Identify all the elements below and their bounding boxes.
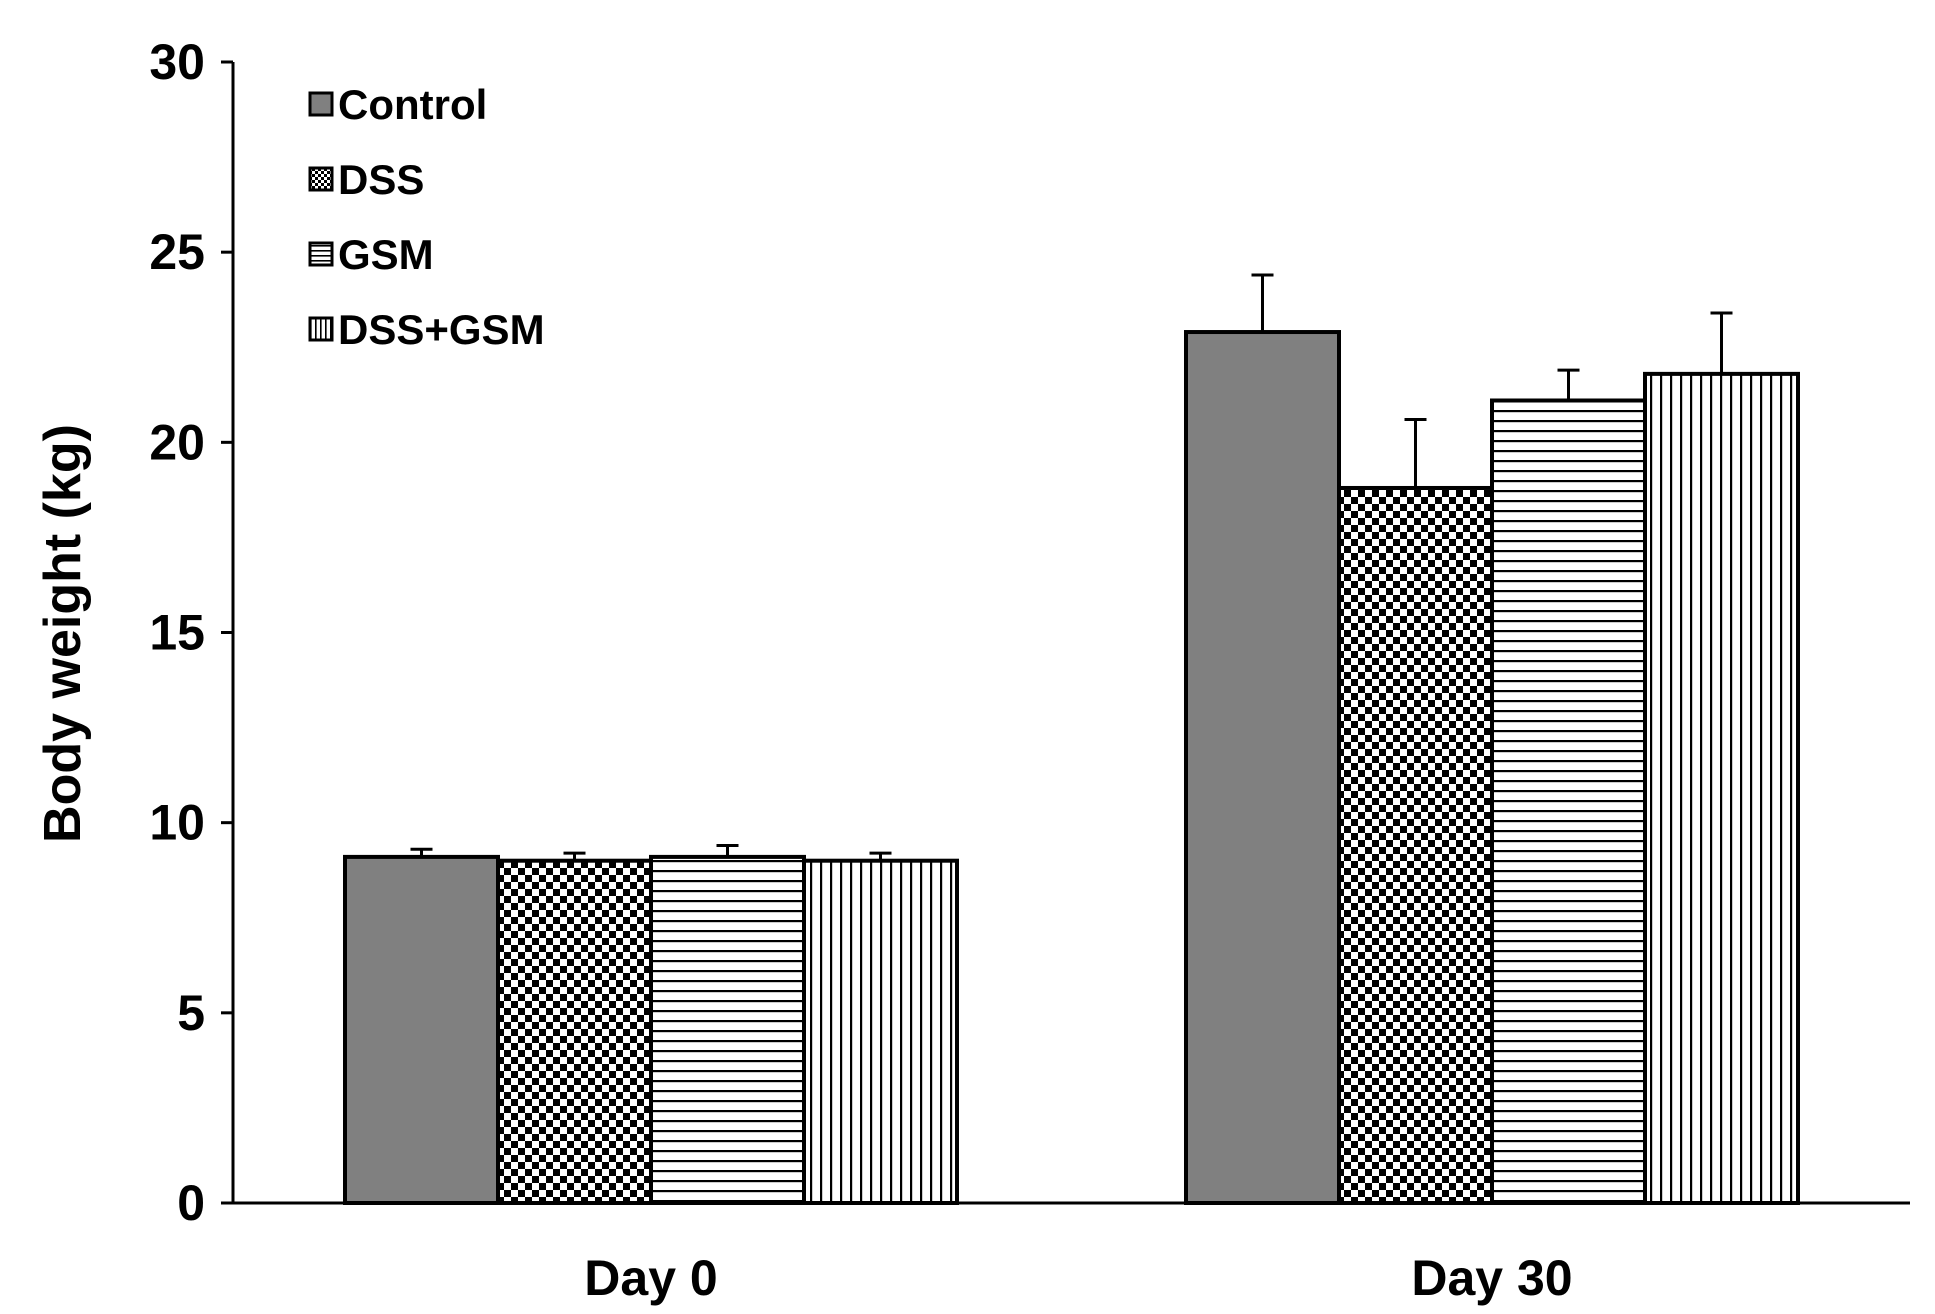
x-tick-label-day-30: Day 30	[1411, 1250, 1572, 1306]
y-tick-label-25: 25	[149, 224, 205, 280]
y-axis-title: Body weight (kg)	[34, 424, 92, 843]
y-tick-label-5: 5	[177, 985, 205, 1041]
error-bar-gsm-day-30	[1557, 368, 1580, 401]
bar-dss-day-30	[1337, 485, 1494, 1205]
y-tick-label-10: 10	[149, 795, 205, 851]
y-tick-label-0: 0	[177, 1175, 205, 1231]
legend-swatch-dss-gsm	[308, 316, 334, 342]
y-tick-label-30: 30	[149, 34, 205, 90]
y-tick-label-20: 20	[149, 414, 205, 470]
error-bar-dss-day-0	[563, 851, 586, 861]
x-tick-label-day-0: Day 0	[584, 1250, 717, 1306]
error-bar-control-day-0	[410, 847, 433, 857]
error-bar-dss-gsm-day-0	[869, 851, 892, 861]
error-bar-control-day-30	[1251, 273, 1274, 333]
legend-label-dss-gsm: DSS+GSM	[338, 306, 545, 353]
bar-control-day-30	[1184, 330, 1341, 1205]
y-tick-label-15: 15	[149, 605, 205, 661]
bar-dss-day-0	[496, 858, 653, 1205]
error-bar-dss-gsm-day-30	[1710, 311, 1733, 374]
bar-control-day-0	[343, 854, 500, 1205]
bar-gsm-day-0	[649, 854, 806, 1205]
legend-item-dss-gsm: DSS+GSM	[308, 306, 545, 353]
legend-label-dss: DSS	[338, 156, 424, 203]
legend-swatch-gsm	[308, 241, 334, 267]
bar-dss-gsm-day-30	[1643, 371, 1800, 1205]
legend-swatch-dss	[308, 166, 334, 192]
legend-label-control: Control	[338, 81, 487, 128]
legend: Control DSS GSM DSS+GSM	[308, 81, 545, 353]
error-bars-layer	[410, 273, 1733, 861]
axes-layer: 0 5 10 15 20 25 30 Day 0 Day 30 Body weight (kg)	[34, 34, 1910, 1306]
error-bar-gsm-day-0	[716, 843, 739, 857]
error-bar-dss-day-30	[1404, 418, 1427, 488]
legend-item-dss: DSS	[308, 156, 424, 203]
legend-item-gsm: GSM	[308, 231, 434, 278]
legend-label-gsm: GSM	[338, 231, 434, 278]
legend-item-control: Control	[308, 81, 487, 128]
bar-gsm-day-30	[1490, 398, 1647, 1206]
legend-swatch-control	[308, 91, 334, 117]
bar-dss-gsm-day-0	[802, 858, 959, 1205]
bars-layer	[343, 330, 1800, 1206]
